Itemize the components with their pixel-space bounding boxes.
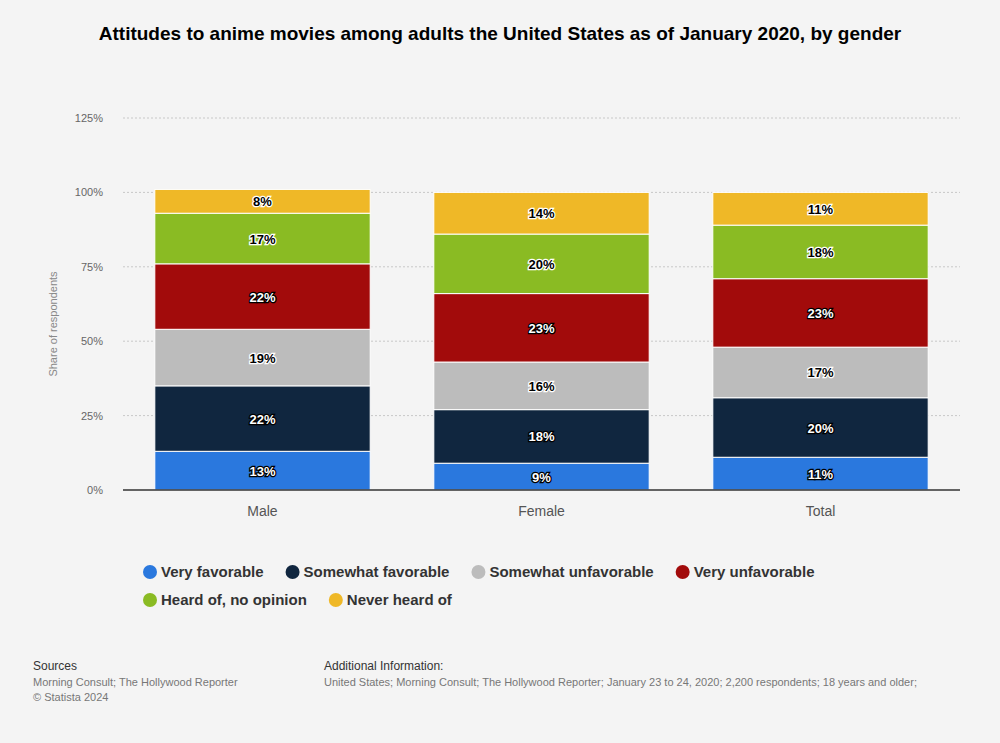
y-tick-label: 100% [75,186,103,198]
legend-marker [329,593,343,607]
data-labels: 13% 22% 19% 22% 17% 8% 9% 18% 16% 23% 20% 14% 11% 20%… [249,194,833,484]
bar-segment [434,234,649,294]
title-line: Attitudes to anime movies among adults t… [99,23,902,44]
data-label: 9% [532,470,551,485]
x-tick-label: Total [806,503,836,519]
x-tick-label: Male [247,503,278,519]
background [0,0,1000,743]
y-axis-label: Share of respondents [47,271,59,377]
data-label: 23% [528,321,554,336]
legend: Very favorable Somewhat favorable Somewhat… [143,563,815,608]
data-label: 16% [528,379,554,394]
x-axis-line [123,489,960,491]
y-tick-label: 50% [81,335,103,347]
bar-segment [155,386,370,451]
bar-segment [155,264,370,329]
data-label: 20% [807,421,833,436]
bar-segment [434,294,649,362]
data-label: 13% [249,464,275,479]
additional-heading: Additional Information: [324,659,443,673]
title-group: Attitudes to anime movies among adults t… [99,23,902,44]
sources: Morning Consult; The Hollywood Reporter [33,676,238,688]
data-label: 14% [528,206,554,221]
y-tick-label: 25% [81,410,103,422]
data-label: 11% [808,202,834,217]
legend-label: Somewhat favorable [304,563,450,580]
legend-marker [286,565,300,579]
bar-segment [713,192,928,225]
data-label: 17% [807,365,833,380]
bar-segment [155,189,370,213]
bar-segment [713,457,928,490]
bar-segment [713,398,928,458]
copyright: © Statista 2024 [33,691,108,703]
bar-segment [155,329,370,386]
data-label: 17% [249,232,275,247]
legend-label: Heard of, no opinion [161,591,307,608]
grid-line [123,118,960,119]
legend-label: Somewhat unfavorable [489,563,653,580]
chart: Attitudes to anime movies among adults t… [0,0,1000,743]
data-label: 18% [528,429,554,444]
data-label: 20% [528,257,554,272]
bar-segment [713,279,928,347]
data-label: 11% [808,467,834,482]
legend-marker [143,565,157,579]
y-tick-label: 0% [87,484,103,496]
x-tick-label: Female [518,503,565,519]
data-label: 22% [249,412,275,427]
grid: 0% 25% 50% 75% 100% 125% [75,112,960,496]
bar-segment [434,362,649,410]
bar-segment [155,451,370,490]
bars [155,189,928,490]
footer: Sources Morning Consult; The Hollywood Re… [33,659,917,703]
bar-segment [155,213,370,264]
legend-label: Very unfavorable [694,563,815,580]
data-label: 8% [253,194,272,209]
bar-segment [434,410,649,464]
y-tick-label: 125% [75,112,103,124]
bar-segment [434,192,649,234]
data-label: 22% [249,290,275,305]
data-label: 19% [249,351,275,366]
bar-segment [713,225,928,279]
legend-label: Never heard of [347,591,453,608]
legend-marker [676,565,690,579]
data-label: 23% [807,306,833,321]
title: Attitudes to anime movies among adults t… [99,23,902,44]
data-label: 18% [807,245,833,260]
legend-marker [143,593,157,607]
bar-segment [434,463,649,490]
sources-heading: Sources [33,659,77,673]
legend-label: Very favorable [161,563,264,580]
bar-segment [713,347,928,398]
y-tick-label: 75% [81,261,103,273]
legend-marker [471,565,485,579]
additional-info: United States; Morning Consult; The Holl… [324,676,917,688]
